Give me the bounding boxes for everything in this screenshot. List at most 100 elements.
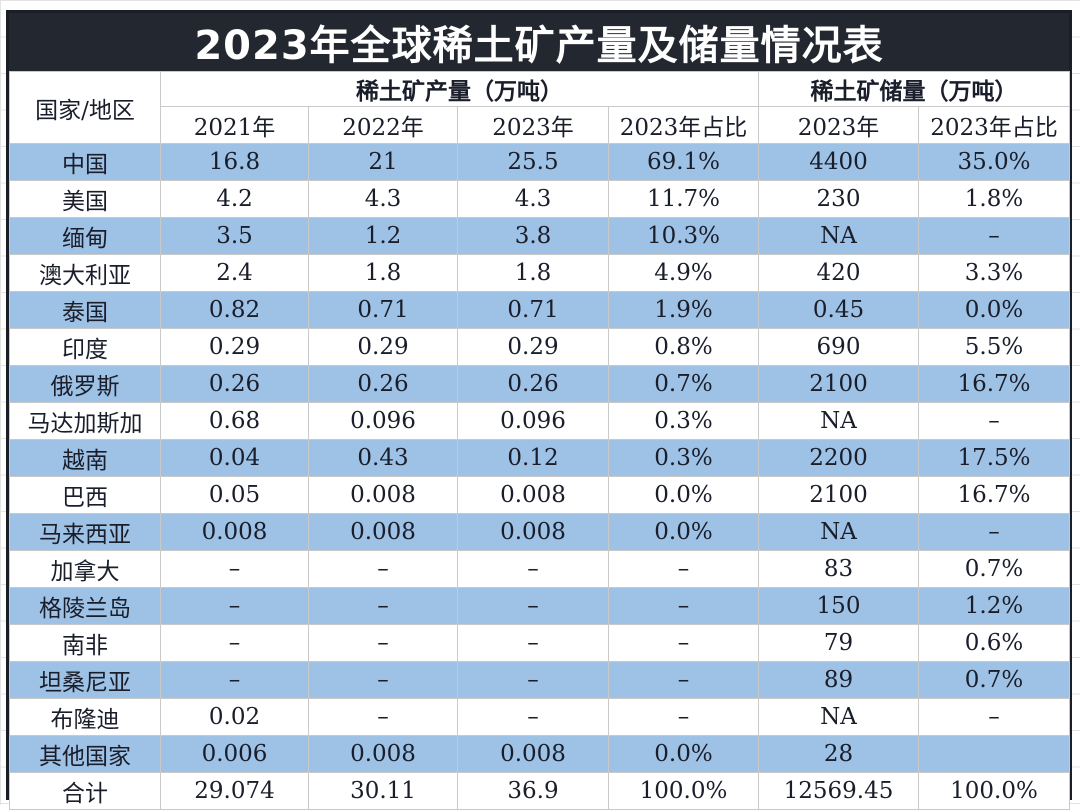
country-cell: 中国 [9, 143, 161, 181]
country-cell: 合计 [9, 772, 161, 810]
table-row: 缅甸 3.5 1.2 3.8 10.3% NA – [9, 217, 1070, 255]
table-row: 布隆迪 0.02– – – NA – [9, 698, 1070, 736]
production-2023-cell: 0.12 [457, 439, 609, 477]
table-row: 其他国家 0.006 0.008 0.008 0.0% 28 [9, 735, 1070, 773]
table-row: 越南 0.04 0.43 0.12 0.3% 2200 17.5% [9, 439, 1070, 477]
production-2022-cell: 1.8 [308, 254, 458, 292]
production-2023-cell: – [457, 661, 609, 699]
reserves-2023-cell: NA [758, 217, 919, 255]
production-share-cell: 0.7% [608, 365, 759, 403]
table-row: 马来西亚 0.008 0.008 0.008 0.0% NA – [9, 513, 1070, 551]
country-cell: 澳大利亚 [9, 254, 161, 292]
reserves-share-cell: 0.7% [918, 550, 1070, 588]
production-2021-cell: 0.008 [160, 513, 309, 551]
subheader-production-2022: 2022年 [308, 106, 458, 144]
production-2021-cell: 0.82 [160, 291, 309, 329]
country-cell: 泰国 [9, 291, 161, 329]
header-row-subcolumns: 2021年 2022年 2023年 2023年占比 2023年 2023年占比 [10, 106, 1070, 144]
subheader-reserves-share: 2023年占比 [918, 106, 1070, 144]
reserves-2023-cell: 2100 [758, 476, 919, 514]
country-cell: 加拿大 [9, 550, 161, 588]
country-cell: 格陵兰岛 [9, 587, 161, 625]
country-cell: 美国 [9, 180, 161, 218]
reserves-2023-cell: 12569.45 [758, 772, 919, 810]
production-2023-cell: – [457, 624, 609, 662]
production-group-header: 稀土矿产量（万吨） [160, 71, 759, 107]
reserves-2023-cell: 230 [758, 180, 919, 218]
production-2021-cell: 4.2 [160, 180, 309, 218]
reserves-2023-cell: 89 [758, 661, 919, 699]
reserves-share-cell: 17.5% [918, 439, 1070, 477]
production-share-cell: 11.7% [608, 180, 759, 218]
table-row: 马达加斯加 0.68 0.096 0.096 0.3% NA – [9, 402, 1070, 440]
reserves-2023-cell: 28 [758, 735, 919, 773]
production-2023-cell: 3.8 [457, 217, 609, 255]
production-2021-cell: 0.006 [160, 735, 309, 773]
production-2022-cell: 1.2 [308, 217, 458, 255]
production-2021-cell: – [160, 661, 309, 699]
country-cell: 越南 [9, 439, 161, 477]
production-2022-cell: 0.26 [308, 365, 458, 403]
production-2023-cell: 4.3 [457, 180, 609, 218]
reserves-share-cell [918, 735, 1070, 773]
country-cell: 布隆迪 [9, 698, 161, 736]
reserves-share-cell: 16.7% [918, 365, 1070, 403]
production-2022-cell: 0.008 [308, 735, 458, 773]
production-2022-cell: – [308, 624, 458, 662]
reserves-share-cell: 0.7% [918, 661, 1070, 699]
production-2023-cell: 0.008 [457, 735, 609, 773]
production-2023-cell: 36.9 [457, 772, 609, 810]
reserves-2023-cell: NA [758, 698, 919, 736]
production-2021-cell: 0.29 [160, 328, 309, 366]
production-2023-cell: 0.008 [457, 476, 609, 514]
country-cell: 巴西 [9, 476, 161, 514]
production-2021-cell: 2.4 [160, 254, 309, 292]
production-share-cell: – [608, 698, 759, 736]
rare-earth-table: 国家/地区 稀土矿产量（万吨） 稀土矿储量（万吨） 2021年 2022年 20… [9, 71, 1070, 810]
production-2021-cell: 29.074 [160, 772, 309, 810]
production-2021-cell: – [160, 624, 309, 662]
table-row: 美国 4.2 4.3 4.3 11.7% 230 1.8% [9, 180, 1070, 218]
country-cell: 缅甸 [9, 217, 161, 255]
reserves-2023-cell: 420 [758, 254, 919, 292]
reserves-2023-cell: 0.45 [758, 291, 919, 329]
production-2021-cell: 0.68 [160, 402, 309, 440]
production-share-cell: 0.3% [608, 402, 759, 440]
reserves-2023-cell: NA [758, 513, 919, 551]
reserves-2023-cell: 150 [758, 587, 919, 625]
reserves-share-cell: – [918, 217, 1070, 255]
reserves-group-header: 稀土矿储量（万吨） [758, 71, 1070, 107]
production-2023-cell: – [457, 587, 609, 625]
country-cell: 马达加斯加 [9, 402, 161, 440]
table-row: 坦桑尼亚 – – – –89 0.7% [9, 661, 1070, 699]
production-share-cell: – [608, 587, 759, 625]
table-row: 加拿大 – – – –83 0.7% [9, 550, 1070, 588]
reserves-share-cell: 0.0% [918, 291, 1070, 329]
production-share-cell: 0.3% [608, 439, 759, 477]
production-2022-cell: 30.11 [308, 772, 458, 810]
production-2022-cell: 0.71 [308, 291, 458, 329]
table-title: 2023年全球稀土矿产量及储量情况表 [9, 13, 1069, 71]
table-row: 俄罗斯 0.26 0.26 0.26 0.7% 2100 16.7% [9, 365, 1070, 403]
table-row: 印度 0.29 0.29 0.29 0.8% 690 5.5% [9, 328, 1070, 366]
production-share-cell: 0.0% [608, 476, 759, 514]
production-share-cell: 0.0% [608, 513, 759, 551]
production-2023-cell: 0.29 [457, 328, 609, 366]
subheader-production-share: 2023年占比 [608, 106, 759, 144]
production-share-cell: 0.8% [608, 328, 759, 366]
production-2022-cell: – [308, 698, 458, 736]
production-2022-cell: 0.43 [308, 439, 458, 477]
country-column-header: 国家/地区 [9, 71, 161, 144]
production-2021-cell: – [160, 550, 309, 588]
production-2023-cell: 1.8 [457, 254, 609, 292]
production-2022-cell: – [308, 661, 458, 699]
production-2021-cell: 0.02 [160, 698, 309, 736]
production-2022-cell: 4.3 [308, 180, 458, 218]
country-cell: 南非 [9, 624, 161, 662]
reserves-share-cell: – [918, 698, 1070, 736]
production-2021-cell: – [160, 587, 309, 625]
production-share-cell: 100.0% [608, 772, 759, 810]
reserves-2023-cell: 4400 [758, 143, 919, 181]
production-2021-cell: 0.05 [160, 476, 309, 514]
production-2021-cell: 0.04 [160, 439, 309, 477]
